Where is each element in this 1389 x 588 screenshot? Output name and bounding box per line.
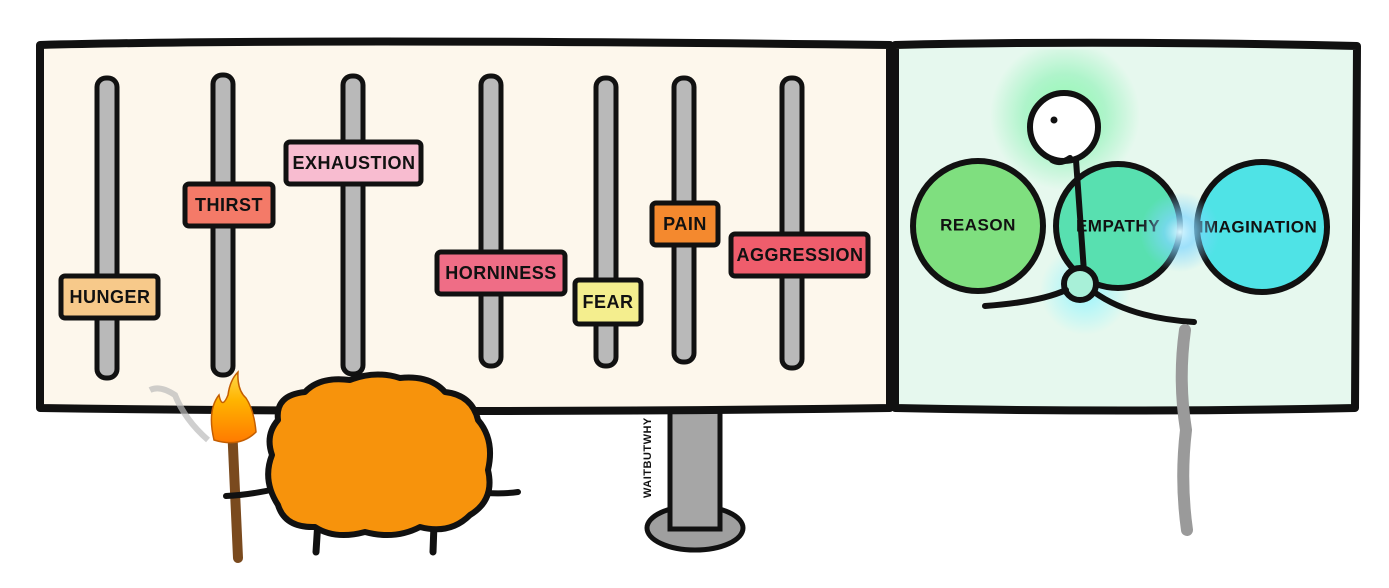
reason-label: REASON	[940, 216, 1016, 235]
smoke	[148, 385, 210, 443]
slider-handle-horniness[interactable]	[434, 249, 568, 297]
drive-sliders: HUNGER THIRST EXHAUSTION HORNINESS FEAR …	[58, 72, 871, 381]
slider-label-pain: PAIN	[663, 214, 707, 234]
slider-handle-exhaustion[interactable]	[283, 139, 424, 187]
slider-label-aggression: AGGRESSION	[736, 245, 863, 265]
slider-handle-fear[interactable]	[572, 277, 644, 327]
slider-label-exhaustion: EXHAUSTION	[292, 153, 415, 173]
slider-handle-pain[interactable]	[649, 200, 721, 248]
cable	[1175, 324, 1193, 536]
primitive-monster	[148, 370, 521, 563]
slider-horniness[interactable]: HORNINESS	[434, 73, 568, 369]
billboard-pole	[644, 402, 746, 553]
reason-circle[interactable]	[910, 158, 1046, 294]
torch-stick	[227, 420, 243, 563]
signature: WAITBUTWHY	[642, 417, 654, 498]
empathy-label: EMPATHY	[1076, 217, 1160, 236]
imagination-label: IMAGINATION	[1199, 218, 1318, 237]
slider-exhaustion[interactable]: EXHAUSTION	[283, 73, 424, 377]
stick-figure	[982, 90, 1197, 325]
slider-label-horniness: HORNINESS	[445, 263, 557, 283]
slider-handle-aggression[interactable]	[728, 231, 871, 279]
slider-fear[interactable]: FEAR	[572, 75, 644, 369]
slider-handle-thirst[interactable]	[182, 181, 276, 229]
slider-label-hunger: HUNGER	[69, 287, 150, 307]
glowing-orb	[1140, 192, 1220, 272]
mind-circles: REASON EMPATHY IMAGINATION	[910, 49, 1330, 335]
slider-aggression[interactable]: AGGRESSION	[728, 75, 871, 371]
slider-label-fear: FEAR	[583, 292, 634, 312]
drives-panel	[36, 37, 894, 415]
slider-label-thirst: THIRST	[195, 195, 263, 215]
slider-hunger[interactable]: HUNGER	[58, 75, 161, 381]
slider-thirst[interactable]: THIRST	[182, 72, 276, 378]
torch-flame	[210, 370, 257, 444]
slider-pain[interactable]: PAIN	[649, 75, 721, 365]
slider-handle-hunger[interactable]	[58, 273, 161, 321]
monster-body	[265, 371, 493, 539]
